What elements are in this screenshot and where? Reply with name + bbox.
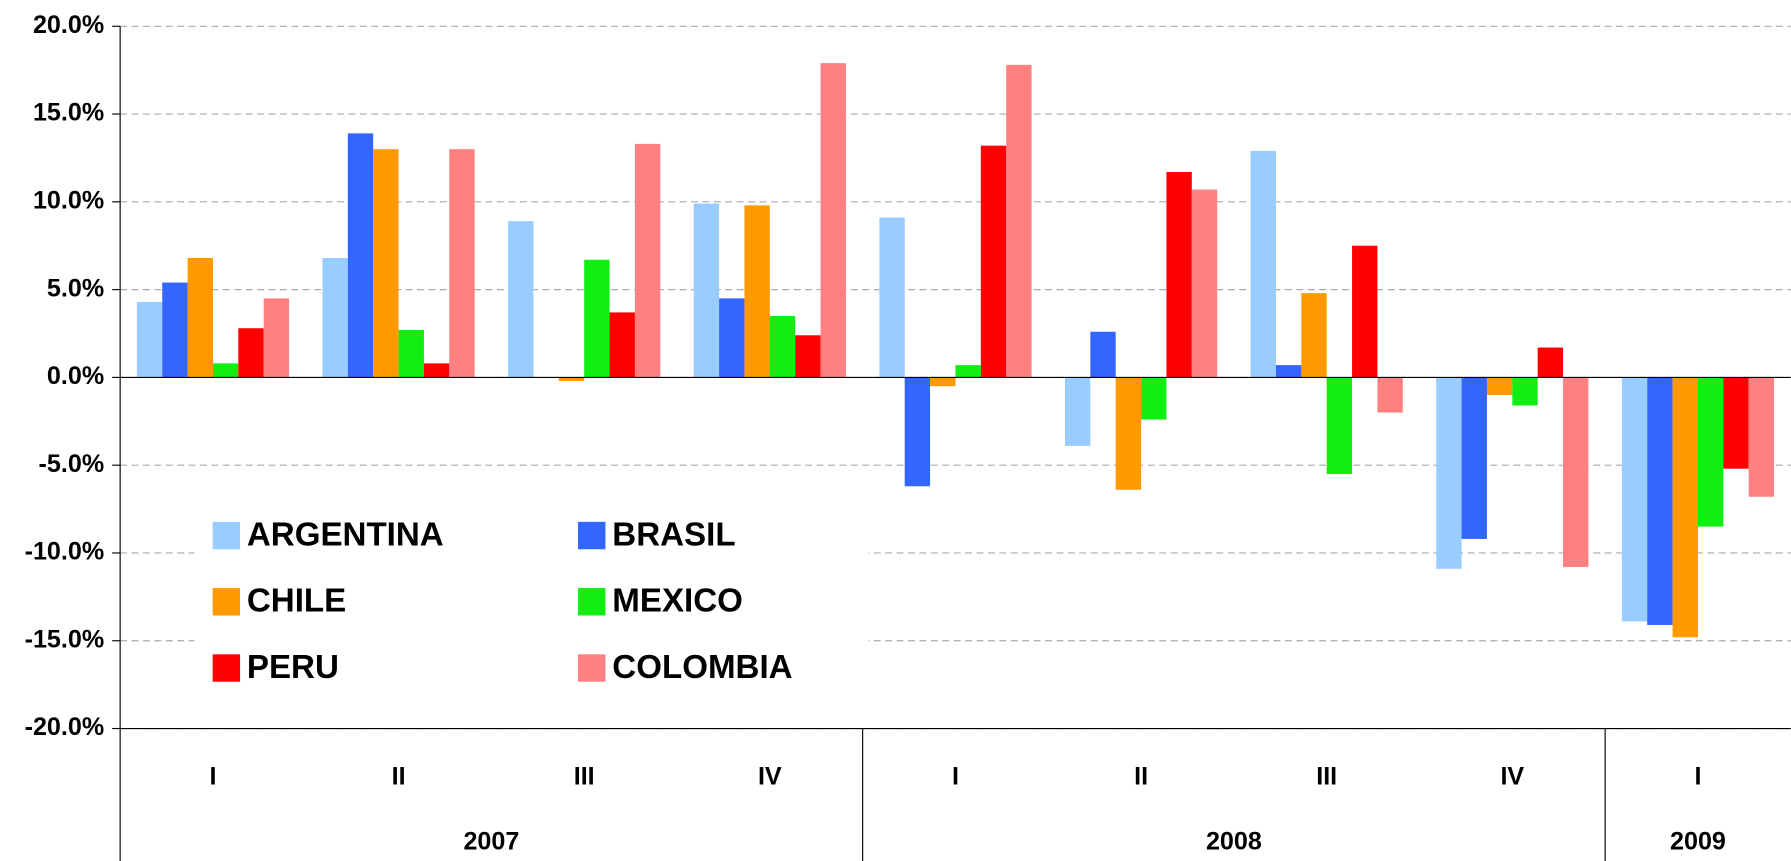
- bar: [1301, 293, 1327, 378]
- bar: [1512, 377, 1538, 406]
- bar: [212, 363, 239, 378]
- bar: [769, 315, 796, 378]
- bar: [1141, 377, 1167, 420]
- bar: [1377, 377, 1403, 413]
- bar: [1537, 347, 1564, 378]
- bar: [930, 377, 956, 387]
- legend-label: PERU: [247, 649, 339, 686]
- bar: [609, 312, 635, 378]
- x-tick-label: III: [1316, 762, 1337, 790]
- legend-swatch: [578, 588, 606, 616]
- legend-swatch: [212, 654, 241, 682]
- bar: [744, 205, 770, 378]
- x-tick-label: IV: [758, 762, 782, 790]
- bar: [1748, 377, 1775, 497]
- bar: [558, 377, 585, 381]
- legend-swatch: [212, 521, 241, 550]
- bar: [1115, 377, 1142, 490]
- bar: [449, 149, 475, 378]
- legend-swatch: [578, 654, 606, 682]
- bar: [1436, 377, 1462, 569]
- bar: [1006, 64, 1032, 378]
- bar: [162, 282, 188, 378]
- bar: [1486, 377, 1513, 395]
- bar: [795, 335, 821, 378]
- bar: [1697, 377, 1724, 527]
- legend-label: MEXICO: [612, 583, 743, 620]
- y-tick-label: -20.0%: [25, 713, 105, 741]
- bar: [423, 363, 450, 378]
- x-group-label: 2007: [463, 827, 519, 855]
- bar: [693, 203, 720, 378]
- x-group-label: 2009: [1670, 827, 1726, 855]
- bar: [879, 217, 905, 378]
- x-tick-label: III: [574, 762, 595, 790]
- legend-label: ARGENTINA: [247, 516, 444, 553]
- bar: [1064, 377, 1091, 446]
- legend-label: COLOMBIA: [612, 649, 792, 686]
- y-tick-label: -10.0%: [25, 538, 105, 566]
- x-tick-label: I: [209, 762, 216, 790]
- bar: [955, 365, 981, 378]
- x-tick-label: I: [952, 762, 959, 790]
- bar: [1647, 377, 1673, 625]
- bar: [719, 298, 745, 378]
- y-tick-label: 0.0%: [47, 362, 104, 390]
- bar: [1461, 377, 1487, 539]
- legend-box: [194, 502, 869, 703]
- x-tick-label: II: [392, 762, 406, 790]
- legend: ARGENTINA BRASIL CHILE MEXICO PERU COLOMBIA: [194, 502, 869, 703]
- bar: [263, 298, 290, 378]
- bar: [1326, 377, 1353, 474]
- legend-label: CHILE: [247, 583, 346, 620]
- bar: [238, 328, 264, 378]
- legend-swatch: [578, 521, 606, 550]
- bar: [347, 133, 374, 378]
- bar: [373, 149, 399, 378]
- bar: [1250, 150, 1276, 378]
- bar: [1672, 377, 1698, 638]
- bar: [136, 301, 163, 378]
- bar: [904, 377, 931, 487]
- x-group-label: 2008: [1206, 827, 1262, 855]
- bar: [1191, 189, 1218, 378]
- bar: [1166, 171, 1192, 378]
- bar: [398, 329, 424, 378]
- x-tick-label: I: [1694, 762, 1701, 790]
- bar: [1723, 377, 1749, 469]
- x-tick-label: IV: [1500, 762, 1524, 790]
- bar: [1352, 245, 1378, 378]
- y-tick-label: 5.0%: [47, 274, 104, 302]
- bar: [980, 145, 1007, 378]
- legend-label: BRASIL: [612, 516, 735, 553]
- bar: [187, 258, 213, 378]
- bar: [1090, 331, 1116, 378]
- legend-swatch: [212, 588, 241, 616]
- y-tick-label: 20.0%: [33, 11, 104, 39]
- x-tick-label: II: [1134, 762, 1148, 790]
- bar: [1563, 377, 1589, 568]
- bar: [322, 258, 348, 378]
- bar: [584, 259, 610, 378]
- y-tick-label: 15.0%: [33, 99, 104, 127]
- bar: [820, 63, 846, 378]
- bar: [1275, 365, 1302, 378]
- y-tick-label: -15.0%: [25, 625, 105, 653]
- y-tick-label: -5.0%: [39, 450, 105, 478]
- bar: [508, 221, 534, 378]
- bar: [634, 143, 661, 378]
- bar: [1621, 377, 1648, 622]
- y-tick-label: 10.0%: [33, 186, 104, 214]
